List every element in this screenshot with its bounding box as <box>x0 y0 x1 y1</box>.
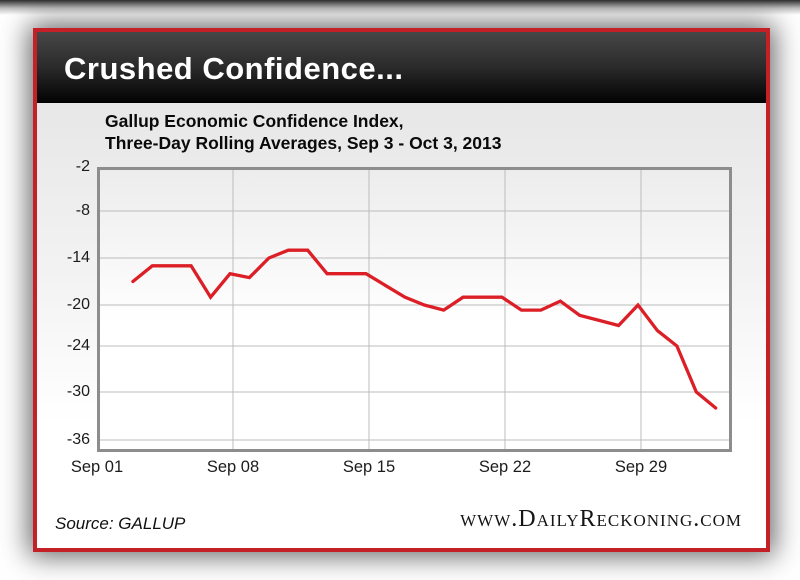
x-tick-label: Sep 01 <box>70 458 124 476</box>
x-tick-label: Sep 29 <box>614 458 668 476</box>
y-tick-label: -36 <box>66 431 90 448</box>
y-tick-label: -30 <box>66 383 90 400</box>
top-edge-shadow <box>0 0 800 15</box>
site-link: www.DailyReckoning.com <box>460 506 742 532</box>
chart-title-line-1: Gallup Economic Confidence Index, <box>105 111 404 131</box>
x-tick-label: Sep 15 <box>342 458 396 476</box>
y-tick-label: -14 <box>66 249 90 266</box>
confidence-index-line <box>131 248 718 410</box>
plot-border <box>97 167 732 452</box>
y-tick-label: -24 <box>66 337 90 354</box>
y-tick-label: -20 <box>66 296 90 313</box>
y-tick-label: -8 <box>75 202 90 219</box>
source-note: Source: GALLUP <box>55 514 186 533</box>
plot-background <box>97 167 732 452</box>
x-tick-label: Sep 08 <box>206 458 260 476</box>
y-tick-label: -2 <box>75 158 90 175</box>
x-tick-label: Sep 22 <box>478 458 532 476</box>
chart-card: Crushed Confidence... Gallup Economic Co… <box>33 28 770 552</box>
chart-title: Gallup Economic Confidence Index, Three-… <box>105 110 502 154</box>
chart-title-line-2: Three-Day Rolling Averages, Sep 3 - Oct … <box>105 133 502 153</box>
line-chart-plot <box>97 167 732 452</box>
card-header: Crushed Confidence... <box>37 32 766 103</box>
page-title: Crushed Confidence... <box>64 51 404 86</box>
